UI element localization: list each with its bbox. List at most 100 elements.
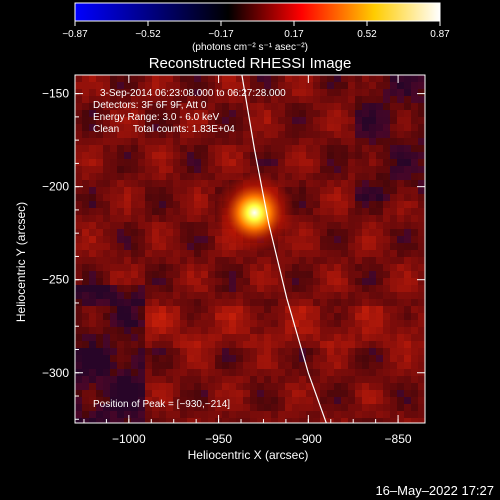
image-pixel bbox=[411, 229, 418, 236]
image-pixel bbox=[355, 236, 362, 243]
image-pixel bbox=[411, 334, 418, 341]
image-pixel bbox=[96, 208, 103, 215]
image-pixel bbox=[173, 299, 180, 306]
image-pixel bbox=[292, 334, 299, 341]
image-pixel bbox=[292, 194, 299, 201]
image-pixel bbox=[117, 229, 124, 236]
image-pixel bbox=[208, 362, 215, 369]
image-pixel bbox=[103, 292, 110, 299]
image-pixel bbox=[138, 187, 145, 194]
image-pixel bbox=[159, 159, 166, 166]
image-pixel bbox=[299, 306, 306, 313]
image-pixel bbox=[208, 355, 215, 362]
image-pixel bbox=[208, 208, 215, 215]
image-pixel bbox=[383, 264, 390, 271]
image-pixel bbox=[103, 201, 110, 208]
image-pixel bbox=[152, 138, 159, 145]
image-pixel bbox=[376, 138, 383, 145]
image-pixel bbox=[229, 348, 236, 355]
image-pixel bbox=[383, 369, 390, 376]
image-pixel bbox=[299, 355, 306, 362]
image-pixel bbox=[369, 159, 376, 166]
image-pixel bbox=[89, 271, 96, 278]
image-pixel bbox=[411, 243, 418, 250]
image-pixel bbox=[180, 264, 187, 271]
image-pixel bbox=[208, 320, 215, 327]
image-pixel bbox=[383, 96, 390, 103]
image-pixel bbox=[159, 166, 166, 173]
image-pixel bbox=[208, 110, 215, 117]
image-pixel bbox=[348, 208, 355, 215]
image-pixel bbox=[131, 145, 138, 152]
image-pixel bbox=[278, 103, 285, 110]
image-pixel bbox=[257, 278, 264, 285]
image-pixel bbox=[229, 166, 236, 173]
image-pixel bbox=[138, 131, 145, 138]
image-pixel bbox=[397, 299, 404, 306]
image-pixel bbox=[89, 243, 96, 250]
image-pixel bbox=[278, 110, 285, 117]
image-pixel bbox=[194, 159, 201, 166]
image-pixel bbox=[117, 306, 124, 313]
image-pixel bbox=[159, 327, 166, 334]
image-pixel bbox=[271, 369, 278, 376]
image-pixel bbox=[320, 418, 327, 423]
image-pixel bbox=[215, 348, 222, 355]
image-pixel bbox=[341, 166, 348, 173]
image-pixel bbox=[376, 306, 383, 313]
image-pixel bbox=[299, 397, 306, 404]
image-pixel bbox=[313, 222, 320, 229]
image-pixel bbox=[369, 334, 376, 341]
image-pixel bbox=[348, 264, 355, 271]
image-pixel bbox=[96, 369, 103, 376]
image-pixel bbox=[257, 320, 264, 327]
image-pixel bbox=[215, 264, 222, 271]
image-pixel bbox=[82, 173, 89, 180]
image-pixel bbox=[299, 180, 306, 187]
image-pixel bbox=[285, 390, 292, 397]
image-pixel bbox=[173, 215, 180, 222]
image-pixel bbox=[390, 257, 397, 264]
image-pixel bbox=[180, 145, 187, 152]
image-pixel bbox=[152, 152, 159, 159]
image-pixel bbox=[222, 138, 229, 145]
image-pixel bbox=[306, 355, 313, 362]
image-pixel bbox=[292, 264, 299, 271]
image-pixel bbox=[355, 194, 362, 201]
image-pixel bbox=[173, 327, 180, 334]
image-pixel bbox=[334, 250, 341, 257]
image-pixel bbox=[236, 411, 243, 418]
image-pixel bbox=[124, 355, 131, 362]
image-pixel bbox=[89, 173, 96, 180]
image-pixel bbox=[96, 222, 103, 229]
image-pixel bbox=[418, 110, 425, 117]
image-pixel bbox=[96, 180, 103, 187]
image-pixel bbox=[222, 397, 229, 404]
image-pixel bbox=[96, 327, 103, 334]
image-pixel bbox=[173, 250, 180, 257]
image-pixel bbox=[327, 327, 334, 334]
image-pixel bbox=[299, 369, 306, 376]
image-pixel bbox=[103, 194, 110, 201]
image-pixel bbox=[320, 327, 327, 334]
image-pixel bbox=[166, 418, 173, 423]
image-pixel bbox=[348, 89, 355, 96]
image-pixel bbox=[145, 124, 152, 131]
image-pixel bbox=[264, 250, 271, 257]
image-pixel bbox=[201, 397, 208, 404]
image-pixel bbox=[222, 110, 229, 117]
image-pixel bbox=[376, 257, 383, 264]
image-pixel bbox=[355, 264, 362, 271]
image-pixel bbox=[152, 194, 159, 201]
image-pixel bbox=[75, 292, 82, 299]
image-pixel bbox=[110, 313, 117, 320]
image-pixel bbox=[390, 390, 397, 397]
image-pixel bbox=[313, 390, 320, 397]
image-pixel bbox=[411, 166, 418, 173]
image-pixel bbox=[89, 313, 96, 320]
image-pixel bbox=[397, 138, 404, 145]
image-pixel bbox=[180, 215, 187, 222]
image-pixel bbox=[75, 404, 82, 411]
image-pixel bbox=[299, 313, 306, 320]
image-pixel bbox=[390, 124, 397, 131]
